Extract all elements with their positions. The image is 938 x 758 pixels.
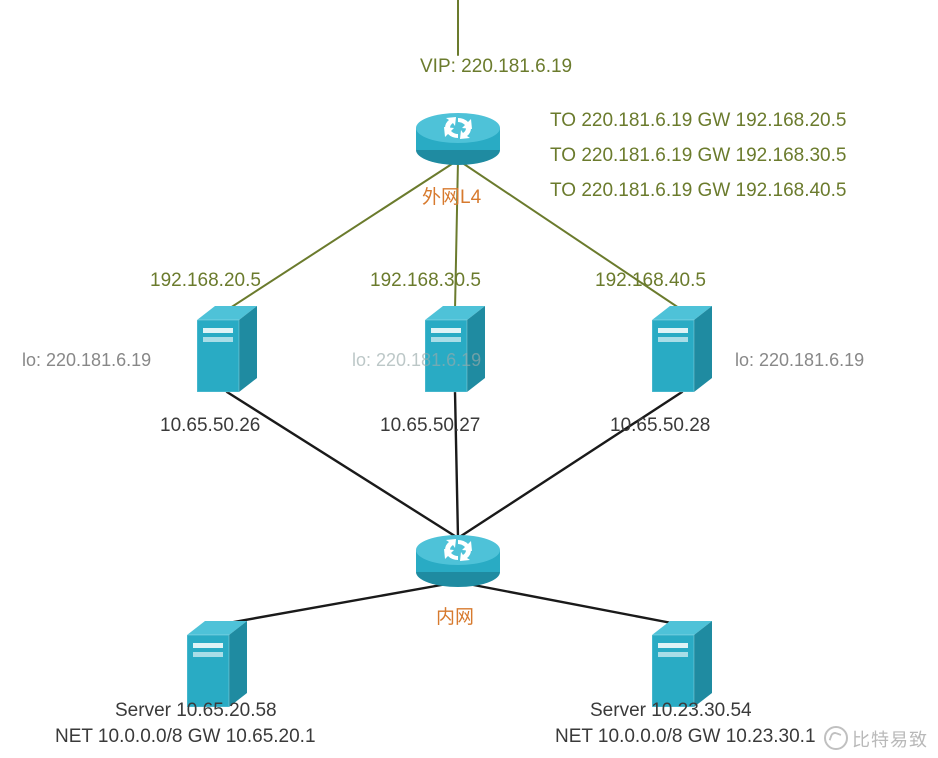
label-ip_up_1: 192.168.20.5 <box>150 270 261 292</box>
label-srv_bl_1: Server 10.65.20.58 <box>115 700 277 722</box>
label-lo2: lo: 220.181.6.19 <box>352 350 481 371</box>
server-icon <box>413 300 497 396</box>
label-route2: TO 220.181.6.19 GW 192.168.30.5 <box>550 145 846 167</box>
label-router_bottom_label: 内网 <box>436 602 474 629</box>
server-icon <box>640 615 724 711</box>
label-srv_br_2: NET 10.0.0.0/8 GW 10.23.30.1 <box>555 726 816 748</box>
label-vip: VIP: 220.181.6.19 <box>420 56 572 78</box>
label-route1: TO 220.181.6.19 GW 192.168.20.5 <box>550 110 846 132</box>
router-icon <box>413 108 503 168</box>
label-lo3: lo: 220.181.6.19 <box>735 350 864 371</box>
label-ip_up_2: 192.168.30.5 <box>370 270 481 292</box>
diagram-canvas: VIP: 220.181.6.19 TO 220.181.6.19 GW 192.… <box>0 0 938 758</box>
server-icon <box>640 300 724 396</box>
router-icon <box>413 530 503 590</box>
label-lo1: lo: 220.181.6.19 <box>22 350 151 371</box>
label-srv_br_1: Server 10.23.30.54 <box>590 700 752 722</box>
label-ip_low_2: 10.65.50.27 <box>380 415 480 437</box>
server-icon <box>185 300 269 396</box>
label-route3: TO 220.181.6.19 GW 192.168.40.5 <box>550 180 846 202</box>
watermark-text: 比特易致 <box>852 730 928 750</box>
label-ip_low_3: 10.65.50.28 <box>610 415 710 437</box>
label-ip_low_1: 10.65.50.26 <box>160 415 260 437</box>
label-ip_up_3: 192.168.40.5 <box>595 270 706 292</box>
watermark: 比特易致 <box>824 726 928 752</box>
server-icon <box>175 615 259 711</box>
label-router_top_label: 外网L4 <box>422 182 481 209</box>
label-srv_bl_2: NET 10.0.0.0/8 GW 10.65.20.1 <box>55 726 316 748</box>
